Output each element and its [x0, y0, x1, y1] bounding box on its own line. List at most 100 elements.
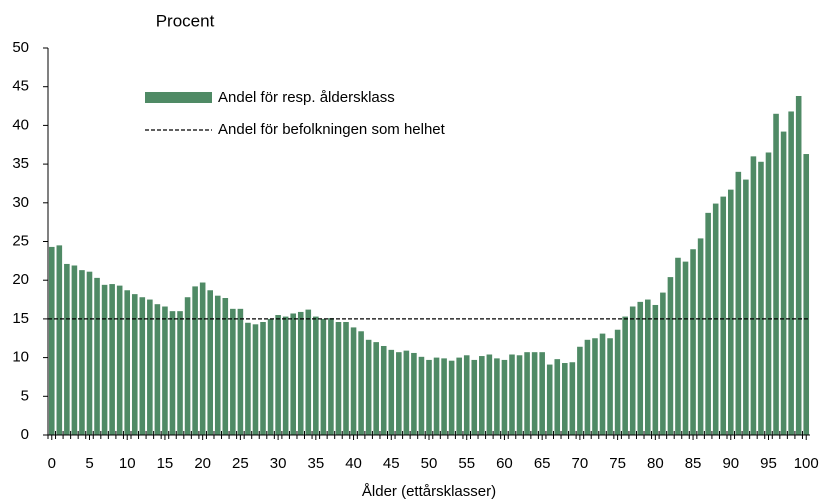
x-tick-label: 55 [458, 455, 475, 472]
bar [48, 246, 55, 435]
bar [305, 309, 312, 435]
bar [343, 321, 349, 435]
bar [546, 364, 553, 435]
bar [645, 299, 651, 435]
bar [109, 284, 115, 435]
x-tick-label: 90 [722, 455, 739, 472]
bar [773, 113, 779, 435]
x-tick-label: 65 [534, 455, 551, 472]
x-tick-label: 15 [157, 455, 174, 472]
bar [705, 212, 711, 435]
bar [539, 352, 545, 435]
bar [335, 321, 342, 435]
y-tick-label: 45 [12, 78, 29, 95]
bar [788, 111, 794, 435]
x-tick-label: 30 [270, 455, 287, 472]
bar [667, 277, 674, 435]
bar [350, 327, 357, 435]
x-tick-label: 40 [345, 455, 362, 472]
bar [592, 338, 598, 435]
bar [426, 359, 432, 435]
x-axis-label: Ålder (ettårsklasser) [362, 483, 496, 500]
bar [139, 297, 146, 435]
x-tick-label: 80 [647, 455, 664, 472]
bar [486, 354, 493, 435]
y-tick-label: 50 [12, 39, 29, 56]
bar [418, 356, 425, 435]
bar [577, 346, 583, 435]
bar [71, 265, 78, 435]
y-axis-label: Procent [156, 11, 215, 30]
bar [765, 152, 772, 436]
bar [380, 345, 387, 435]
x-tick-label: 70 [572, 455, 589, 472]
bar [652, 304, 659, 435]
bar [79, 270, 85, 435]
x-tick-label: 45 [383, 455, 400, 472]
bar [365, 339, 372, 435]
bar [569, 362, 576, 435]
bar [456, 357, 462, 435]
bar [56, 245, 63, 435]
bar [735, 171, 742, 435]
bar [328, 318, 334, 435]
bar [750, 156, 757, 436]
bar [720, 196, 727, 435]
bar [479, 356, 485, 435]
bar [64, 263, 70, 435]
bar [660, 292, 666, 435]
bar [690, 249, 696, 435]
x-tick-label: 35 [307, 455, 324, 472]
bar [290, 313, 296, 435]
x-tick-label: 10 [119, 455, 136, 472]
bar [584, 339, 591, 435]
bar [245, 322, 251, 435]
x-tick-label: 85 [685, 455, 702, 472]
bar [524, 352, 530, 435]
y-tick-label: 40 [12, 116, 29, 133]
y-tick-label: 0 [21, 426, 29, 443]
bar [758, 161, 764, 435]
bar [803, 154, 810, 435]
bar [494, 358, 500, 435]
legend-label: Andel för befolkningen som helhet [218, 121, 446, 138]
x-tick-label: 20 [194, 455, 211, 472]
y-tick-label: 10 [12, 349, 29, 366]
x-tick-label: 95 [760, 455, 777, 472]
bar [320, 318, 327, 435]
bar [509, 354, 515, 435]
x-tick-label: 0 [48, 455, 56, 472]
bar [192, 286, 198, 435]
bar [116, 285, 123, 435]
bar [162, 306, 168, 435]
bar [230, 308, 236, 435]
bar [599, 333, 606, 435]
bar [562, 363, 568, 435]
y-tick-label: 20 [12, 271, 29, 288]
x-tick-label: 50 [421, 455, 438, 472]
bar [124, 290, 131, 435]
y-tick-label: 5 [21, 387, 29, 404]
y-tick-label: 35 [12, 155, 29, 172]
bar [184, 297, 191, 435]
bar [86, 271, 93, 435]
bar [237, 308, 244, 435]
bar [675, 257, 681, 435]
bar [267, 318, 274, 435]
bar [607, 338, 613, 435]
bar [199, 282, 206, 435]
bar [531, 352, 538, 435]
bar [101, 284, 108, 435]
bar [637, 301, 644, 435]
bar [441, 358, 447, 435]
bar [629, 306, 636, 435]
bar [471, 359, 478, 435]
y-tick-label: 30 [12, 194, 29, 211]
bar [282, 316, 289, 435]
bar [743, 179, 749, 435]
bar [697, 238, 704, 435]
x-tick-label: 60 [496, 455, 513, 472]
bar [795, 95, 802, 435]
bar [516, 355, 523, 435]
